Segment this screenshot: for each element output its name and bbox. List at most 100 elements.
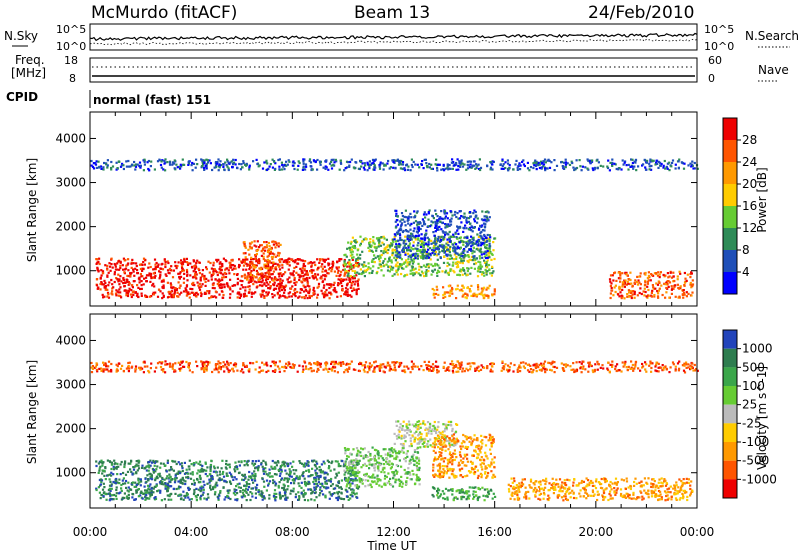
heatmap-cell bbox=[351, 257, 353, 259]
heatmap-cell bbox=[271, 267, 273, 269]
heatmap-cell bbox=[670, 165, 672, 167]
heatmap-cell bbox=[425, 159, 427, 161]
heatmap-cell bbox=[207, 280, 209, 282]
heatmap-cell bbox=[281, 282, 283, 284]
heatmap-cell bbox=[265, 265, 267, 267]
heatmap-cell bbox=[291, 259, 293, 261]
heatmap-cell bbox=[476, 233, 478, 235]
heatmap-cell bbox=[396, 250, 398, 252]
heatmap-cell bbox=[397, 215, 399, 217]
heatmap-cell bbox=[247, 494, 249, 496]
heatmap-cell bbox=[310, 161, 312, 163]
heatmap-cell bbox=[440, 236, 442, 238]
heatmap-cell bbox=[313, 277, 315, 279]
heatmap-cell bbox=[114, 462, 116, 464]
heatmap-cell bbox=[279, 268, 281, 270]
heatmap-cell bbox=[359, 236, 361, 238]
heatmap-cell bbox=[113, 498, 115, 500]
heatmap-cell bbox=[351, 290, 353, 292]
heatmap-cell bbox=[481, 273, 483, 275]
heatmap-cell bbox=[356, 272, 358, 274]
heatmap-cell bbox=[169, 268, 171, 270]
heatmap-cell bbox=[126, 495, 128, 497]
heatmap-cell bbox=[410, 247, 412, 249]
heatmap-cell bbox=[275, 483, 277, 485]
heatmap-cell bbox=[207, 159, 209, 161]
heatmap-cell bbox=[267, 484, 269, 486]
heatmap-cell bbox=[246, 258, 248, 260]
heatmap-cell bbox=[598, 161, 600, 163]
heatmap-cell bbox=[261, 284, 263, 286]
heatmap-cell bbox=[483, 295, 485, 297]
heatmap-cell bbox=[315, 160, 317, 162]
heatmap-cell bbox=[459, 241, 461, 243]
heatmap-cell bbox=[203, 159, 205, 161]
heatmap-cell bbox=[664, 168, 666, 170]
heatmap-cell bbox=[410, 259, 412, 261]
heatmap-cell bbox=[103, 283, 105, 285]
heatmap-cell bbox=[120, 296, 122, 298]
heatmap-cell bbox=[329, 292, 331, 294]
heatmap-cell bbox=[485, 220, 487, 222]
heatmap-cell bbox=[164, 479, 166, 481]
heatmap-cell bbox=[560, 161, 562, 163]
heatmap-cell bbox=[263, 297, 265, 299]
heatmap-cell bbox=[266, 169, 268, 171]
heatmap-cell bbox=[541, 162, 543, 164]
heatmap-cell bbox=[283, 487, 285, 489]
heatmap-cell bbox=[246, 279, 248, 281]
heatmap-cell bbox=[340, 278, 342, 280]
heatmap-cell bbox=[457, 233, 459, 235]
heatmap-cell bbox=[469, 223, 471, 225]
heatmap-cell bbox=[234, 284, 236, 286]
heatmap-cell bbox=[656, 160, 658, 162]
heatmap-cell bbox=[391, 254, 393, 256]
heatmap-cell bbox=[421, 160, 423, 162]
heatmap-cell bbox=[265, 464, 267, 466]
heatmap-cell bbox=[232, 159, 234, 161]
heatmap-cell bbox=[609, 169, 611, 171]
heatmap-cell bbox=[436, 169, 438, 171]
heatmap-cell bbox=[217, 158, 219, 160]
heatmap-cell bbox=[217, 283, 219, 285]
heatmap-cell bbox=[491, 293, 493, 295]
heatmap-cell bbox=[138, 495, 140, 497]
heatmap-cell bbox=[116, 498, 118, 500]
heatmap-cell bbox=[185, 495, 187, 497]
heatmap-cell bbox=[102, 462, 104, 464]
heatmap-cell bbox=[401, 267, 403, 269]
heatmap-cell bbox=[408, 249, 410, 251]
heatmap-cell bbox=[554, 169, 556, 171]
heatmap-cell bbox=[634, 279, 636, 281]
heatmap-cell bbox=[269, 260, 271, 262]
heatmap-cell bbox=[614, 286, 616, 288]
heatmap-cell bbox=[349, 294, 351, 296]
heatmap-cell bbox=[180, 498, 182, 500]
heatmap-cell bbox=[405, 247, 407, 249]
heatmap-cell bbox=[383, 463, 385, 465]
heatmap-cell bbox=[507, 163, 509, 165]
heatmap-cell bbox=[308, 469, 310, 471]
heatmap-cell bbox=[466, 287, 468, 289]
heatmap-cell bbox=[669, 275, 671, 277]
heatmap-cell bbox=[283, 292, 285, 294]
heatmap-cell bbox=[412, 166, 414, 168]
heatmap-cell bbox=[403, 275, 405, 277]
heatmap-cell bbox=[116, 162, 118, 164]
heatmap-cell bbox=[171, 478, 173, 480]
heatmap-cell bbox=[146, 491, 148, 493]
heatmap-cell bbox=[266, 246, 268, 248]
heatmap-cell bbox=[395, 265, 397, 267]
heatmap-cell bbox=[459, 289, 461, 291]
heatmap-cell bbox=[144, 489, 146, 491]
heatmap-cell bbox=[264, 272, 266, 274]
heatmap-cell bbox=[104, 466, 106, 468]
heatmap-cell bbox=[360, 466, 362, 468]
heatmap-cell bbox=[288, 296, 290, 298]
beam-label: Beam 13 bbox=[354, 3, 430, 23]
heatmap-cell bbox=[252, 258, 254, 260]
heatmap-cell bbox=[679, 273, 681, 275]
heatmap-cell bbox=[140, 273, 142, 275]
heatmap-cell bbox=[413, 216, 415, 218]
heatmap-cell bbox=[216, 474, 218, 476]
